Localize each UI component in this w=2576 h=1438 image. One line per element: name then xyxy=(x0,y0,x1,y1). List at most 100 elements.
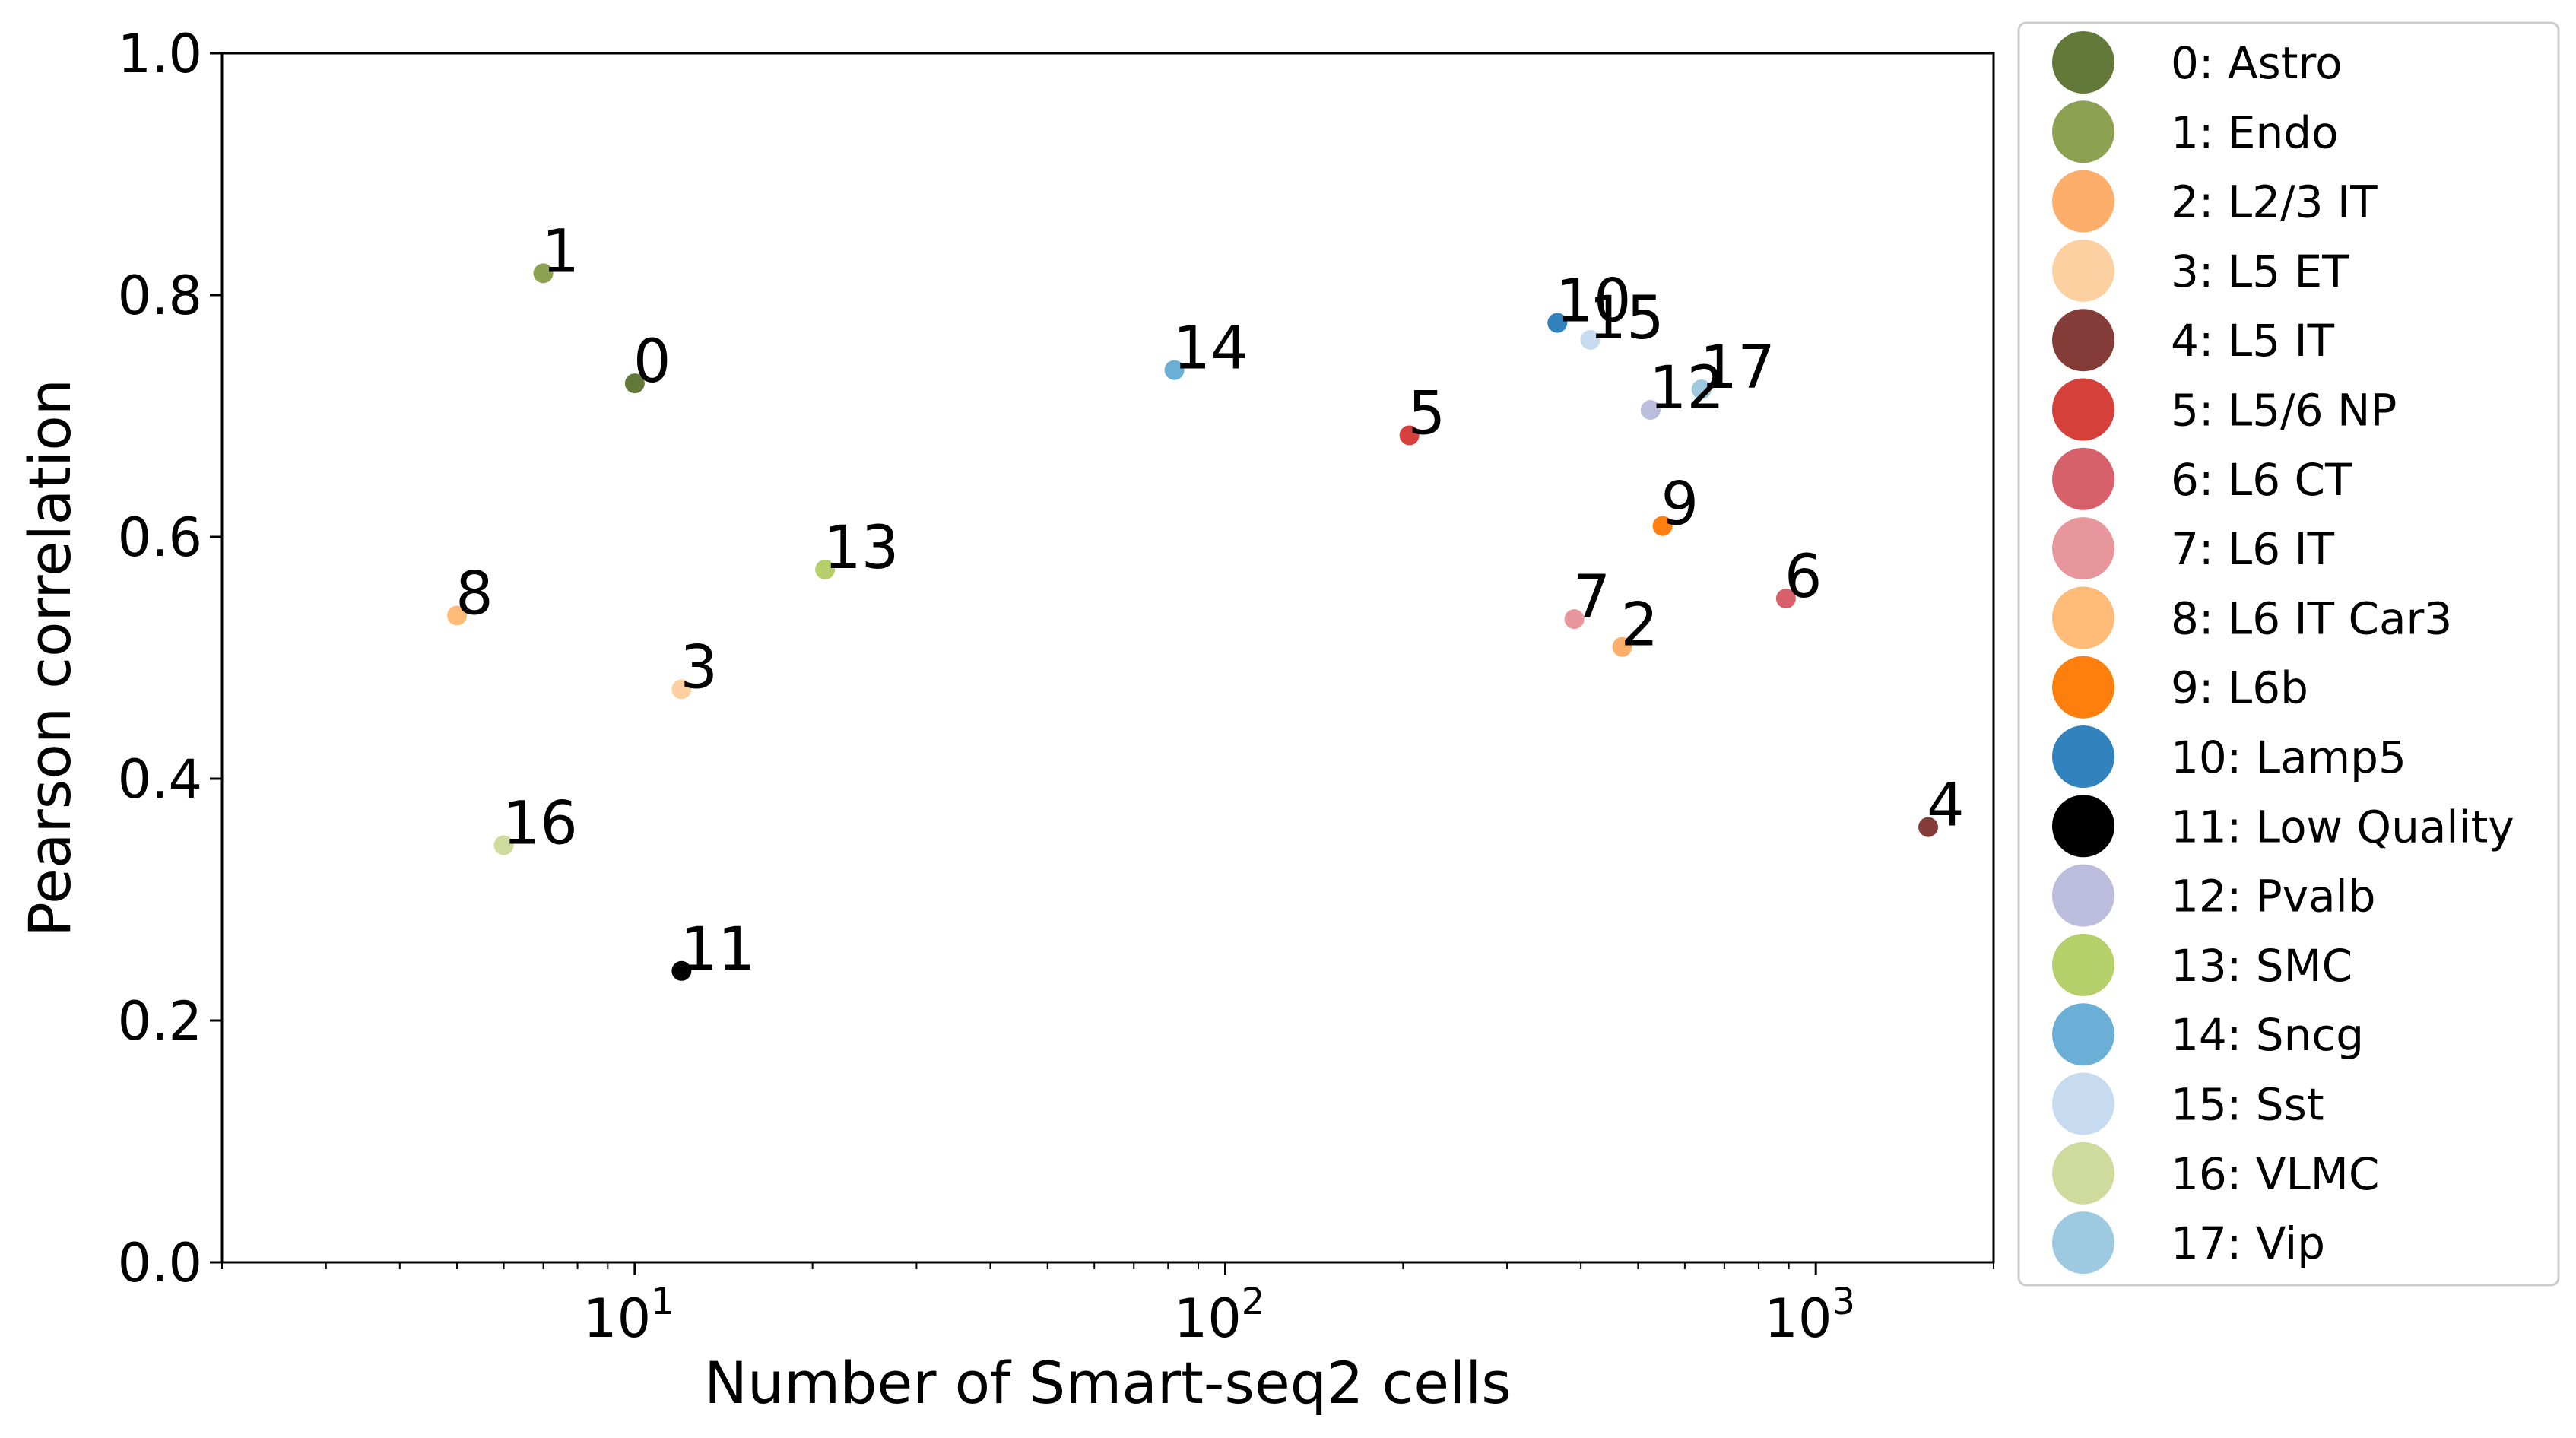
scatter-point xyxy=(1547,313,1568,333)
legend-marker xyxy=(2052,1211,2114,1275)
point-label: 4 xyxy=(1927,772,1965,840)
legend-item: 7: L6 IT xyxy=(2052,517,2335,580)
legend-marker xyxy=(2052,447,2114,510)
legend-item: 5: L5/6 NP xyxy=(2052,378,2397,441)
legend-item: 11: Low Quality xyxy=(2052,795,2514,858)
legend-item: 3: L5 ET xyxy=(2052,239,2349,302)
legend-item: 14: Sncg xyxy=(2052,1003,2364,1066)
scatter-point xyxy=(533,263,554,284)
legend-marker xyxy=(2052,1072,2114,1135)
x-tick-label: 103 xyxy=(1764,1281,1855,1350)
legend-item: 9: L6b xyxy=(2052,656,2308,719)
legend-marker xyxy=(2052,309,2114,372)
point-label: 15 xyxy=(1589,284,1664,353)
y-tick-label: 0.2 xyxy=(118,990,202,1052)
scatter-point xyxy=(1691,379,1712,400)
legend-label: 8: L6 IT Car3 xyxy=(2171,592,2452,644)
legend-label: 11: Low Quality xyxy=(2171,801,2514,852)
point-label: 9 xyxy=(1661,471,1699,539)
point-label: 6 xyxy=(1784,543,1823,611)
point-label: 13 xyxy=(823,514,899,583)
point-label: 11 xyxy=(680,916,755,984)
legend-item: 16: VLMC xyxy=(2052,1141,2379,1205)
legend-frame xyxy=(2017,21,2560,1287)
x-tick-label: 102 xyxy=(1174,1281,1265,1350)
legend-item: 8: L6 IT Car3 xyxy=(2052,586,2452,649)
legend-label: 5: L5/6 NP xyxy=(2171,385,2397,436)
x-tick-label: 101 xyxy=(583,1281,674,1350)
legend-item: 13: SMC xyxy=(2052,933,2352,996)
legend-label: 9: L6b xyxy=(2171,662,2308,714)
legend-item: 4: L5 IT xyxy=(2052,309,2335,372)
point-label: 1 xyxy=(542,217,580,286)
scatter-point xyxy=(624,373,645,394)
scatter-point xyxy=(493,835,514,855)
scatter-point xyxy=(447,605,468,626)
plot-frame xyxy=(220,52,1995,1264)
legend-label: 12: Pvalb xyxy=(2171,871,2376,922)
legend-label: 14: Sncg xyxy=(2171,1009,2364,1061)
y-axis-label: Pearson correlation xyxy=(16,379,84,937)
legend-item: 10: Lamp5 xyxy=(2052,725,2406,788)
point-label: 12 xyxy=(1649,354,1724,423)
point-label: 14 xyxy=(1173,315,1248,383)
point-label: 8 xyxy=(455,560,493,628)
legend-label: 15: Sst xyxy=(2171,1079,2324,1131)
y-tick-label: 1.0 xyxy=(118,23,202,85)
legend-label: 17: Vip xyxy=(2171,1217,2325,1269)
legend-label: 3: L5 ET xyxy=(2171,246,2349,297)
scatter-point xyxy=(1640,400,1661,421)
legend-marker xyxy=(2052,378,2114,441)
legend-label: 0: Astro xyxy=(2171,37,2343,89)
legend-label: 6: L6 CT xyxy=(2171,454,2352,506)
legend-marker xyxy=(2052,517,2114,580)
legend-marker xyxy=(2052,933,2114,996)
legend-marker xyxy=(2052,31,2114,94)
legend-label: 1: Endo xyxy=(2171,106,2339,158)
scatter-point xyxy=(1164,360,1185,380)
scatter-point xyxy=(1564,609,1585,630)
point-label: 0 xyxy=(633,328,671,396)
legend-item: 17: Vip xyxy=(2052,1211,2325,1275)
data-points xyxy=(447,263,1939,981)
legend-item: 0: Astro xyxy=(2052,31,2343,94)
legend-label: 10: Lamp5 xyxy=(2171,732,2406,783)
point-label: 7 xyxy=(1573,563,1611,632)
legend-marker xyxy=(2052,1141,2114,1205)
point-label: 3 xyxy=(680,633,718,702)
legend-label: 13: SMC xyxy=(2171,940,2352,992)
legend-label: 16: VLMC xyxy=(2171,1148,2379,1200)
legend-marker xyxy=(2052,725,2114,788)
point-label: 2 xyxy=(1621,592,1659,660)
legend: 0: Astro 1: Endo 2: L2/3 IT 3: L5 ET 4: L5 I… xyxy=(2017,21,2560,1287)
legend-label: 7: L6 IT xyxy=(2171,523,2335,575)
legend-item: 12: Pvalb xyxy=(2052,864,2376,927)
legend-marker xyxy=(2052,656,2114,719)
y-tick-label: 0.6 xyxy=(118,506,202,569)
scatter-point xyxy=(1580,329,1600,350)
legend-marker xyxy=(2052,864,2114,927)
scatter-point xyxy=(1612,636,1632,657)
legend-marker xyxy=(2052,586,2114,649)
legend-marker xyxy=(2052,100,2114,163)
y-tick-label: 0.4 xyxy=(118,748,202,811)
scatter-point xyxy=(1399,425,1420,446)
point-label: 10 xyxy=(1556,268,1631,336)
legend-label: 2: L2/3 IT xyxy=(2171,176,2378,228)
legend-item: 6: L6 CT xyxy=(2052,447,2352,510)
legend-marker xyxy=(2052,795,2114,858)
scatter-point xyxy=(815,559,836,579)
legend-item: 2: L2/3 IT xyxy=(2052,170,2378,233)
legend-label: 4: L5 IT xyxy=(2171,315,2335,367)
legend-marker xyxy=(2052,170,2114,233)
x-axis-label: Number of Smart-seq2 cells xyxy=(704,1349,1512,1417)
legend-item: 1: Endo xyxy=(2052,100,2339,163)
y-tick-label: 0.8 xyxy=(118,265,202,327)
scatter-point xyxy=(1775,589,1796,609)
legend-marker xyxy=(2052,239,2114,302)
point-label: 5 xyxy=(1408,379,1446,448)
point-label: 16 xyxy=(503,789,578,858)
legend-item: 15: Sst xyxy=(2052,1072,2324,1135)
